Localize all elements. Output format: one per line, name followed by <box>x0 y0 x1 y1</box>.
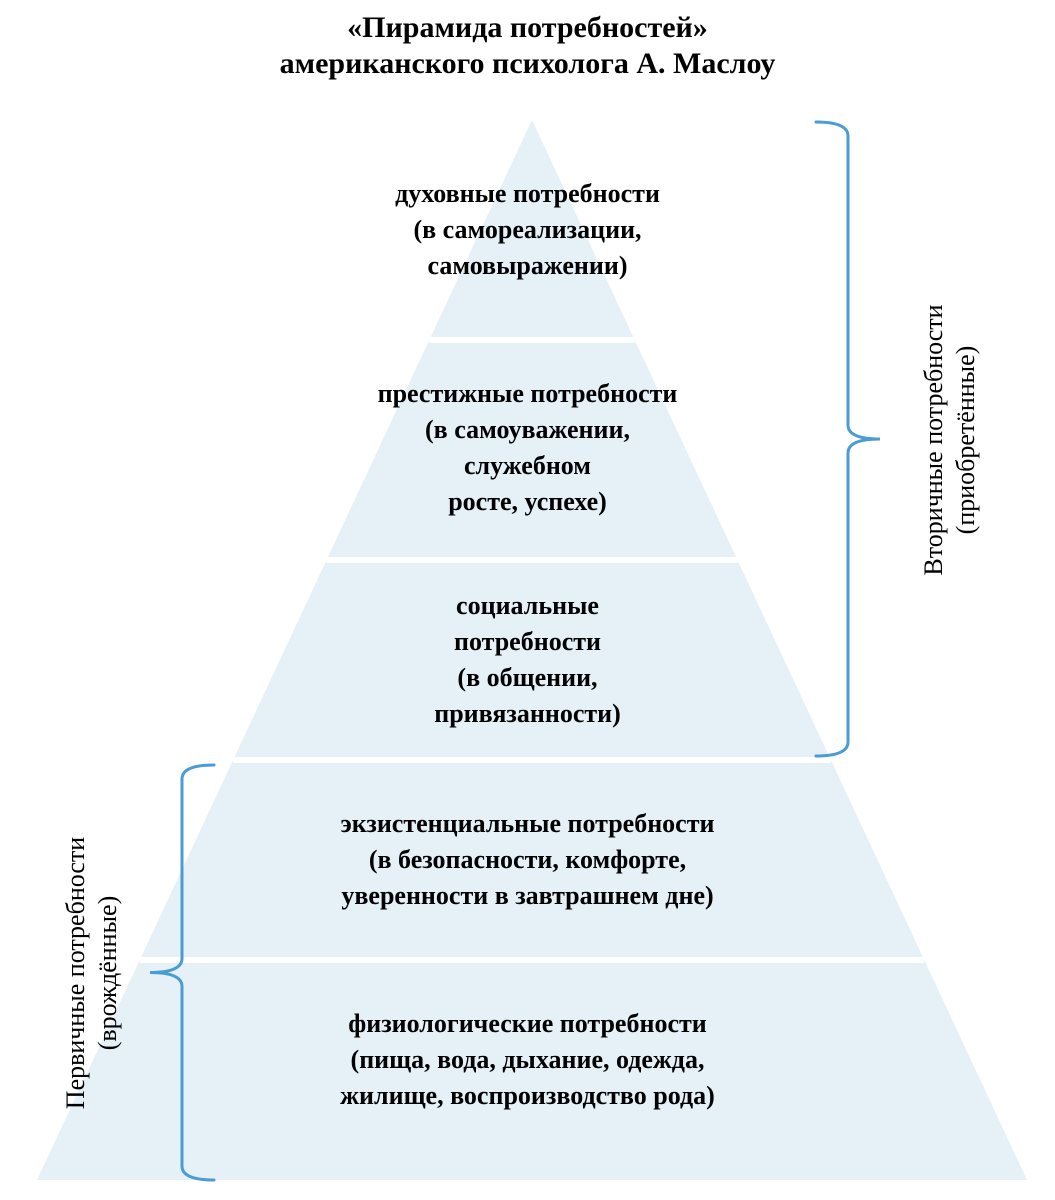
level-social: социальныепотребности(в общении,привязан… <box>0 588 1055 732</box>
level-line: жилище, воспроизводство рода) <box>0 1078 1055 1114</box>
level-line: самовыражении) <box>0 248 1055 284</box>
level-line: (в общении, <box>0 660 1055 696</box>
level-line: росте, успехе) <box>0 484 1055 520</box>
level-prestige: престижные потребности(в самоуважении,сл… <box>0 376 1055 520</box>
level-line: уверенности в завтрашнем дне) <box>0 878 1055 914</box>
level-line: (пища, вода, дыхание, одежда, <box>0 1042 1055 1078</box>
level-line: экзистенциальные потребности <box>0 806 1055 842</box>
level-existential: экзистенциальные потребности(в безопасно… <box>0 806 1055 914</box>
side-label-right-sub: (приобретённые) <box>950 304 982 575</box>
level-line: потребности <box>0 624 1055 660</box>
level-line: социальные <box>0 588 1055 624</box>
level-line: физиологические потребности <box>0 1006 1055 1042</box>
side-label-right: Вторичные потребности (приобретённые) <box>918 304 982 575</box>
side-label-left-sub: (врождённые) <box>92 837 124 1109</box>
side-label-left: Первичные потребности (врождённые) <box>60 837 124 1109</box>
level-line: служебном <box>0 448 1055 484</box>
side-label-left-main: Первичные потребности <box>60 837 92 1109</box>
level-line: (в безопасности, комфорте, <box>0 842 1055 878</box>
level-line: привязанности) <box>0 696 1055 732</box>
level-line: (в самоуважении, <box>0 412 1055 448</box>
level-line: (в самореализации, <box>0 212 1055 248</box>
side-label-right-main: Вторичные потребности <box>918 304 950 575</box>
level-line: престижные потребности <box>0 376 1055 412</box>
page: «Пирамида потребностей» американского пс… <box>0 0 1055 1200</box>
level-physiological: физиологические потребности(пища, вода, … <box>0 1006 1055 1114</box>
level-spiritual: духовные потребности(в самореализации,са… <box>0 176 1055 284</box>
level-line: духовные потребности <box>0 176 1055 212</box>
